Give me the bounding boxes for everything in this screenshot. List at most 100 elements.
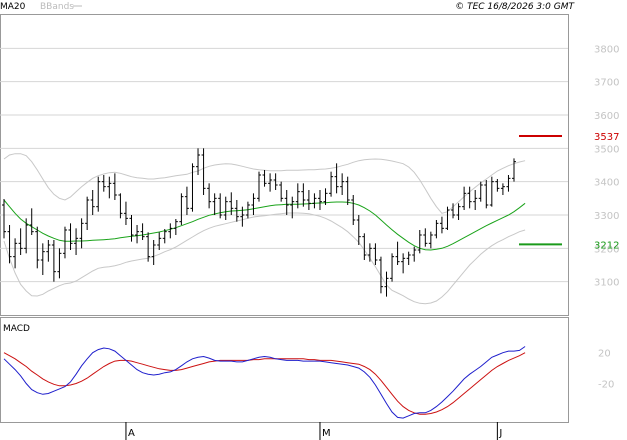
ohlc-bar: [257, 171, 261, 202]
ohlc-bar: [273, 173, 278, 190]
ohlc-bar: [162, 229, 167, 244]
price-panel: 3100 3200 3300 3400 3500 3600 3700 3800 3537 321…: [0, 14, 619, 316]
ohlc-bar: [57, 248, 62, 279]
ohlc-bar: [157, 232, 162, 250]
ohlc-bar: [378, 256, 383, 294]
ohlc-bar: [345, 176, 350, 205]
ohlc-bar: [151, 240, 156, 265]
ohlc-bar: [312, 193, 317, 209]
legend-ma20: MA20: [0, 2, 26, 12]
ohlc-bar: [317, 190, 322, 210]
ohlc-bar: [107, 176, 112, 199]
ohlc-bar: [196, 148, 201, 175]
ohlc-bar: [467, 186, 472, 209]
ohlc-bar: [29, 208, 34, 235]
ohlc-bar: [223, 196, 228, 220]
ohlc-bar: [384, 271, 389, 297]
ohlc-bar: [240, 206, 245, 227]
ohlc-bar: [146, 232, 151, 262]
ohlc-bar: [500, 183, 505, 195]
ohlc-bar: [445, 206, 450, 230]
ohlc-bar: [473, 190, 478, 210]
ohlc-bar: [79, 218, 84, 249]
ma20-line: [3, 199, 526, 251]
ohlc-bar: [101, 175, 106, 192]
ohlc-bar: [284, 190, 289, 215]
ohlc-bar: [190, 163, 195, 212]
ohlc-bar: [129, 215, 134, 242]
ohlc-bar: [140, 223, 145, 240]
resistance-label: 3537: [594, 132, 619, 143]
ohlc-bar: [51, 240, 56, 282]
y-tick-label: 3200: [594, 244, 619, 255]
ohlc-bar: [7, 225, 12, 264]
ohlc-bar: [85, 196, 90, 230]
time-axis: AMJJA: [125, 422, 502, 440]
ohlc-bar: [112, 173, 117, 200]
ohlc-bar: [295, 183, 300, 209]
ohlc-bar: [184, 186, 189, 215]
ohlc-bar: [334, 163, 339, 194]
ohlc-bar: [351, 195, 356, 225]
ohlc-bar: [456, 203, 461, 220]
ohlc-bar: [279, 181, 284, 202]
macd-y-axis: 20 -20: [598, 349, 614, 391]
macd-y-tick-label: 20: [598, 349, 611, 360]
ohlc-bar: [179, 193, 184, 225]
ohlc-bar: [90, 190, 95, 215]
ohlc-bar: [417, 230, 422, 254]
price-panel-frame: [0, 14, 569, 316]
y-tick-label: 3500: [594, 144, 619, 155]
ohlc-bar: [207, 183, 212, 209]
y-tick-label: 3600: [594, 111, 619, 122]
ohlc-bar: [168, 223, 173, 239]
y-tick-label: 3700: [594, 78, 619, 89]
ohlc-bar: [68, 223, 73, 250]
ohlc-bar: [367, 243, 372, 262]
ohlc-bar: [234, 200, 239, 222]
ohlc-bar: [340, 173, 345, 195]
ohlc-bar: [439, 216, 444, 234]
macd-line: [3, 346, 526, 419]
price-gridlines: [0, 47, 568, 283]
ohlc-bar: [478, 181, 483, 202]
ohlc-bar: [395, 241, 400, 265]
bband-lower-line: [3, 212, 526, 305]
month-label: J: [498, 428, 502, 439]
ohlc-bar: [35, 226, 40, 269]
ohlc-bar: [268, 173, 273, 192]
ohlc-bar: [306, 190, 311, 210]
ohlc-bar: [262, 170, 267, 187]
ohlc-bar: [251, 193, 256, 215]
macd-panel-frame: [0, 317, 569, 423]
ohlc-bar: [451, 203, 456, 219]
support-label: 3212: [594, 240, 619, 251]
ohlc-bar: [18, 228, 23, 255]
ohlc-bar: [434, 220, 439, 239]
ohlc-bar: [356, 215, 361, 245]
ohlc-bar: [2, 199, 6, 239]
ohlc-bar: [412, 246, 417, 262]
ohlc-bar: [62, 226, 67, 259]
month-label: M: [322, 428, 331, 439]
ohlc-bar: [428, 231, 433, 249]
ohlc-bar: [495, 179, 500, 192]
ohlc-bar: [123, 201, 128, 225]
ohlc-bar: [329, 171, 334, 197]
macd-y-tick-label: -20: [598, 379, 614, 390]
y-tick-label: 3400: [594, 178, 619, 189]
y-tick-label: 3300: [594, 211, 619, 222]
ohlc-bar: [406, 251, 411, 265]
ohlc-bar: [118, 193, 123, 219]
ohlc-bar: [506, 175, 511, 192]
ohlc-bar: [290, 196, 295, 219]
candlesticks: [2, 148, 516, 297]
ohlc-bar: [462, 186, 467, 210]
macd-lines-group: [3, 346, 526, 419]
ohlc-bar: [401, 253, 406, 274]
ohlc-bar: [13, 238, 18, 269]
ohlc-bar: [40, 243, 45, 275]
price-y-axis: 3100 3200 3300 3400 3500 3600 3700 3800: [594, 44, 619, 288]
ohlc-bar: [512, 158, 516, 182]
